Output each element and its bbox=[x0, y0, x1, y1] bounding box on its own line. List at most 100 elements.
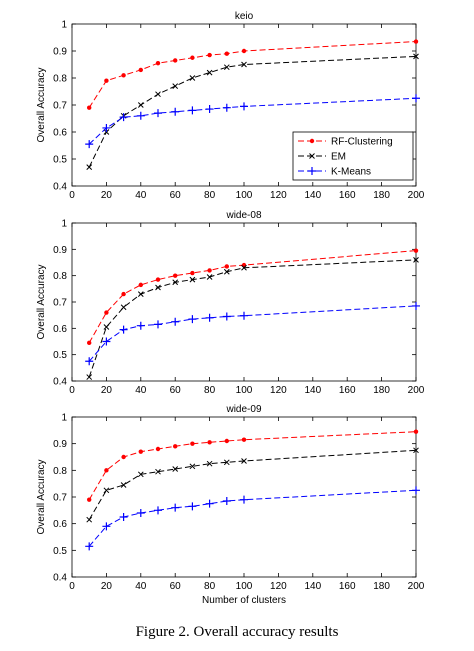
data-point-km bbox=[240, 495, 248, 504]
data-point-rf bbox=[87, 497, 92, 502]
figure-caption: Figure 2. Overall accuracy results bbox=[135, 624, 339, 640]
data-point-rf bbox=[207, 268, 212, 273]
x-tick-label: 100 bbox=[236, 385, 253, 396]
x-tick-label: 80 bbox=[204, 581, 216, 592]
chart-panel-1: keio 0 20 40 60 80 100 120 140 160 180 200 0.4 0.5 0.6… bbox=[36, 11, 425, 201]
y-tick-label: 0.5 bbox=[53, 350, 67, 361]
x-tick-label: 100 bbox=[236, 190, 253, 201]
data-point-km bbox=[119, 113, 128, 122]
data-point-km bbox=[136, 321, 145, 330]
plot-area bbox=[71, 222, 417, 382]
y-tick-label: 0.8 bbox=[53, 271, 67, 282]
data-point-rf bbox=[121, 73, 126, 78]
data-point-em bbox=[103, 129, 110, 135]
data-point-km bbox=[136, 111, 145, 120]
data-point-em bbox=[189, 276, 196, 283]
x-tick-label: 0 bbox=[69, 190, 75, 201]
x-tick-label: 160 bbox=[339, 190, 356, 201]
x-tick-label: 40 bbox=[135, 385, 147, 396]
y-axis-label: Overall Accuracy bbox=[36, 459, 47, 534]
x-axis-label: Number of clusters bbox=[202, 595, 286, 606]
data-point-em bbox=[413, 53, 419, 60]
series-line-km bbox=[88, 489, 417, 547]
x-tick-label: 200 bbox=[408, 385, 425, 396]
x-tick-label: 200 bbox=[408, 581, 425, 592]
data-point-km bbox=[222, 103, 231, 112]
data-point-em bbox=[137, 291, 144, 297]
x-tick-label: 120 bbox=[270, 385, 287, 396]
data-point-km bbox=[222, 497, 231, 505]
y-tick-label: 1 bbox=[61, 219, 67, 230]
x-tick-label: 180 bbox=[373, 581, 390, 592]
data-point-em bbox=[155, 468, 161, 475]
data-point-km bbox=[188, 106, 197, 115]
data-point-em bbox=[189, 463, 196, 470]
legend-marker-km bbox=[308, 167, 316, 175]
data-point-km bbox=[171, 317, 180, 326]
data-point-em bbox=[86, 374, 93, 380]
data-point-rf bbox=[224, 51, 229, 56]
y-tick-label: 0.9 bbox=[53, 245, 67, 256]
data-point-em bbox=[103, 487, 110, 494]
legend: RF-Clustering EM K-Means bbox=[292, 131, 414, 181]
data-point-rf bbox=[190, 55, 195, 60]
y-tick-label: 0.8 bbox=[53, 74, 67, 85]
x-tick-label: 40 bbox=[135, 190, 147, 201]
data-point-rf bbox=[224, 438, 229, 444]
chart-title: keio bbox=[235, 11, 254, 22]
data-point-km bbox=[85, 357, 94, 366]
x-tick-label: 60 bbox=[170, 581, 182, 592]
data-point-km bbox=[412, 486, 420, 495]
data-point-km bbox=[154, 109, 162, 118]
data-point-rf bbox=[155, 446, 161, 452]
x-tick-label: 0 bbox=[69, 385, 75, 396]
legend-label-rf: RF-Clustering bbox=[331, 137, 393, 148]
x-tick-label: 20 bbox=[101, 385, 113, 396]
x-tick-label: 80 bbox=[204, 190, 216, 201]
data-point-rf bbox=[207, 52, 212, 58]
x-tick-label: 160 bbox=[339, 581, 356, 592]
data-point-em bbox=[155, 91, 161, 98]
data-point-em bbox=[137, 471, 144, 478]
data-point-km bbox=[188, 502, 197, 511]
y-tick-label: 0.9 bbox=[53, 439, 67, 450]
data-point-rf bbox=[121, 454, 126, 460]
y-tick-label: 0.5 bbox=[53, 155, 67, 166]
data-point-em bbox=[241, 264, 247, 271]
series-line-rf bbox=[88, 250, 417, 344]
data-point-em bbox=[172, 279, 179, 286]
y-tick-label: 0.4 bbox=[53, 377, 67, 388]
data-point-rf bbox=[104, 78, 109, 83]
data-point-em bbox=[223, 459, 230, 466]
data-point-km bbox=[240, 311, 248, 320]
x-tick-label: 40 bbox=[135, 581, 147, 592]
y-tick-label: 0.5 bbox=[53, 546, 67, 557]
chart-panel-3: wide-09 0 20 40 60 80 100 120 140 160 180 200 0.4 0.5… bbox=[36, 404, 425, 606]
data-point-rf bbox=[207, 440, 212, 445]
y-tick-label: 0.7 bbox=[53, 493, 67, 504]
y-tick-label: 0.7 bbox=[53, 298, 67, 309]
data-point-em bbox=[223, 64, 230, 71]
data-point-km bbox=[205, 499, 214, 508]
data-point-rf bbox=[413, 429, 419, 434]
data-point-km bbox=[136, 509, 145, 517]
data-point-em bbox=[172, 466, 179, 472]
data-point-km bbox=[102, 522, 111, 531]
y-tick-label: 1 bbox=[61, 20, 67, 31]
data-point-rf bbox=[87, 105, 92, 110]
data-point-km bbox=[205, 105, 214, 114]
x-tick-label: 20 bbox=[101, 581, 113, 592]
y-tick-label: 0.4 bbox=[53, 182, 67, 193]
legend-label-em: EM bbox=[331, 152, 346, 163]
x-tick-label: 20 bbox=[101, 190, 113, 201]
data-point-em bbox=[120, 482, 127, 488]
data-point-km bbox=[154, 320, 162, 329]
x-tick-label: 0 bbox=[69, 581, 75, 592]
data-point-rf bbox=[241, 437, 247, 442]
data-point-km bbox=[85, 542, 94, 551]
y-tick-label: 0.6 bbox=[53, 128, 67, 139]
data-point-em bbox=[241, 458, 247, 464]
x-tick-label: 140 bbox=[304, 385, 321, 396]
data-point-rf bbox=[104, 310, 109, 315]
data-point-rf bbox=[190, 441, 195, 446]
